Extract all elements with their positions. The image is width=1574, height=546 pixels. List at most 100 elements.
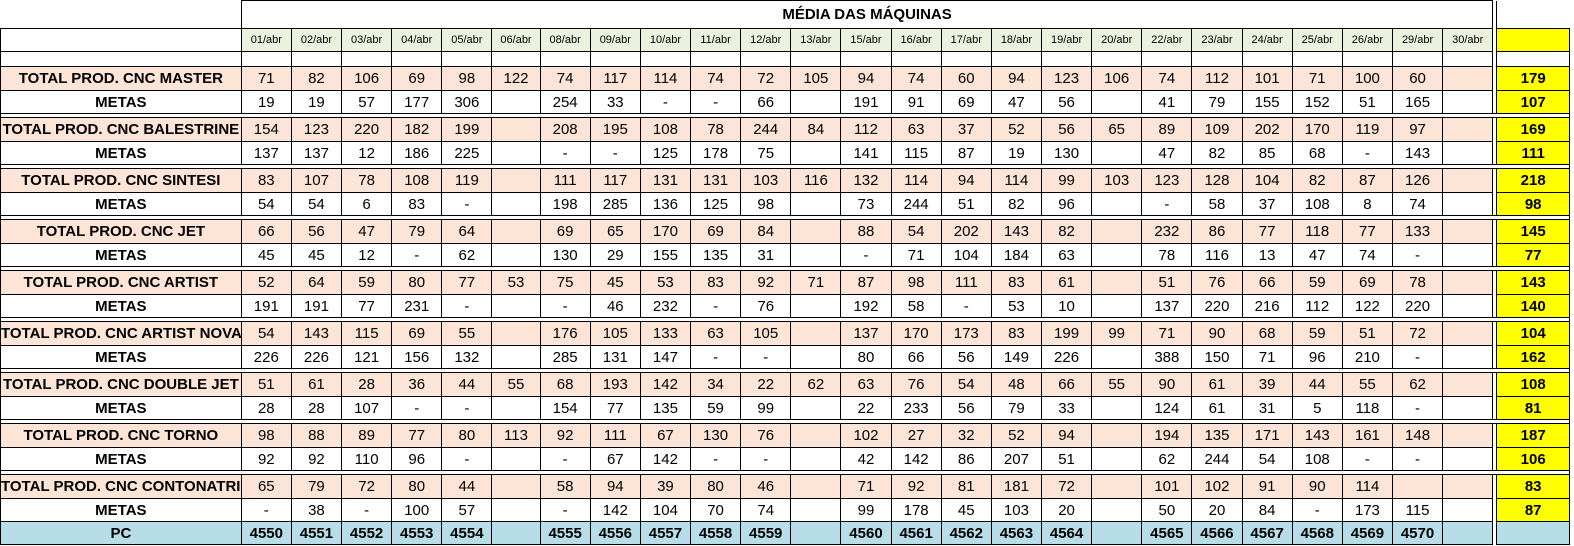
- metas-average[interactable]: 81: [1496, 396, 1570, 420]
- production-cell[interactable]: 89: [341, 423, 393, 448]
- production-cell[interactable]: 91: [1241, 474, 1293, 499]
- production-cell[interactable]: 78: [1391, 270, 1444, 295]
- metas-cell[interactable]: -: [689, 345, 742, 369]
- metas-cell[interactable]: 85: [1241, 141, 1293, 165]
- production-cell[interactable]: 64: [441, 219, 493, 244]
- production-cell[interactable]: 114: [639, 66, 692, 91]
- production-cell[interactable]: 94: [840, 66, 892, 91]
- production-cell[interactable]: 63: [840, 372, 892, 397]
- metas-cell[interactable]: 116: [1191, 243, 1243, 267]
- metas-cell[interactable]: [1442, 294, 1494, 318]
- production-cell[interactable]: 104: [1241, 168, 1293, 193]
- date-header-cell[interactable]: 04/abr: [391, 28, 443, 52]
- production-cell[interactable]: 51: [1341, 321, 1393, 346]
- production-cell[interactable]: 89: [1141, 117, 1193, 142]
- production-cell[interactable]: 90: [1191, 321, 1243, 346]
- date-header-cell[interactable]: 10/abr: [639, 28, 692, 52]
- production-cell[interactable]: 111: [589, 423, 641, 448]
- metas-cell[interactable]: [491, 396, 541, 420]
- metas-cell[interactable]: -: [1391, 447, 1444, 471]
- metas-cell[interactable]: -: [1341, 141, 1393, 165]
- production-cell[interactable]: 105: [790, 66, 842, 91]
- production-cell[interactable]: 84: [790, 117, 842, 142]
- metas-cell[interactable]: 142: [589, 498, 641, 522]
- metas-cell[interactable]: 74: [1391, 192, 1444, 216]
- metas-cell[interactable]: 173: [1341, 498, 1393, 522]
- production-cell[interactable]: 118: [1291, 219, 1343, 244]
- metas-cell[interactable]: 47: [1291, 243, 1343, 267]
- production-cell[interactable]: 182: [391, 117, 443, 142]
- metas-cell[interactable]: 22: [840, 396, 892, 420]
- metas-cell[interactable]: 51: [1040, 447, 1093, 471]
- metas-cell[interactable]: 231: [391, 294, 443, 318]
- production-cell[interactable]: 101: [1141, 474, 1193, 499]
- metas-cell[interactable]: -: [940, 294, 992, 318]
- production-cell[interactable]: 64: [290, 270, 343, 295]
- date-header-cell[interactable]: 19/abr: [1040, 28, 1093, 52]
- metas-cell[interactable]: 47: [1141, 141, 1193, 165]
- metas-cell[interactable]: 130: [539, 243, 591, 267]
- production-average[interactable]: 83: [1496, 474, 1570, 499]
- metas-cell[interactable]: -: [441, 447, 493, 471]
- metas-cell[interactable]: 19: [990, 141, 1042, 165]
- production-cell[interactable]: 133: [639, 321, 692, 346]
- metas-cell[interactable]: 79: [1191, 90, 1243, 114]
- metas-cell[interactable]: 67: [589, 447, 641, 471]
- production-cell[interactable]: 114: [890, 168, 942, 193]
- date-header-cell[interactable]: 30/abr: [1442, 28, 1494, 52]
- production-cell[interactable]: 143: [1291, 423, 1343, 448]
- production-cell[interactable]: 51: [240, 372, 292, 397]
- production-cell[interactable]: 100: [1341, 66, 1393, 91]
- metas-cell[interactable]: 53: [990, 294, 1042, 318]
- production-cell[interactable]: 59: [1291, 321, 1343, 346]
- date-header-cell[interactable]: 12/abr: [740, 28, 792, 52]
- production-cell[interactable]: 199: [1040, 321, 1093, 346]
- metas-average[interactable]: 98: [1496, 192, 1570, 216]
- metas-cell[interactable]: 56: [940, 345, 992, 369]
- production-cell[interactable]: 170: [1291, 117, 1343, 142]
- metas-cell[interactable]: -: [840, 243, 892, 267]
- production-cell[interactable]: 77: [441, 270, 493, 295]
- metas-cell[interactable]: 74: [740, 498, 792, 522]
- metas-cell[interactable]: 84: [1241, 498, 1293, 522]
- metas-cell[interactable]: 285: [589, 192, 641, 216]
- production-cell[interactable]: 51: [1141, 270, 1193, 295]
- production-cell[interactable]: 56: [1040, 117, 1093, 142]
- pc-cell[interactable]: 4561: [890, 521, 942, 545]
- production-cell[interactable]: 79: [290, 474, 343, 499]
- production-cell[interactable]: 111: [539, 168, 591, 193]
- metas-cell[interactable]: 108: [1291, 447, 1343, 471]
- metas-cell[interactable]: -: [1391, 243, 1444, 267]
- production-cell[interactable]: 80: [391, 474, 443, 499]
- production-cell[interactable]: 90: [1291, 474, 1343, 499]
- metas-cell[interactable]: -: [589, 141, 641, 165]
- metas-cell[interactable]: 37: [1241, 192, 1293, 216]
- production-cell[interactable]: [790, 423, 842, 448]
- production-cell[interactable]: 78: [689, 117, 742, 142]
- metas-cell[interactable]: [790, 192, 842, 216]
- date-header-cell[interactable]: 25/abr: [1291, 28, 1343, 52]
- production-cell[interactable]: [1091, 270, 1143, 295]
- pc-cell[interactable]: 4560: [840, 521, 892, 545]
- metas-cell[interactable]: 45: [240, 243, 292, 267]
- production-cell[interactable]: [1091, 423, 1143, 448]
- production-cell[interactable]: 71: [240, 66, 292, 91]
- metas-cell[interactable]: [1091, 243, 1143, 267]
- metas-cell[interactable]: 57: [341, 90, 393, 114]
- production-cell[interactable]: 105: [589, 321, 641, 346]
- metas-cell[interactable]: 149: [990, 345, 1042, 369]
- metas-cell[interactable]: 33: [1040, 396, 1093, 420]
- metas-cell[interactable]: [1091, 345, 1143, 369]
- production-cell[interactable]: [790, 219, 842, 244]
- metas-cell[interactable]: [1091, 396, 1143, 420]
- metas-cell[interactable]: [790, 90, 842, 114]
- production-cell[interactable]: 60: [940, 66, 992, 91]
- date-header-cell[interactable]: 01/abr: [240, 28, 292, 52]
- date-header-cell[interactable]: 13/abr: [790, 28, 842, 52]
- metas-cell[interactable]: 66: [740, 90, 792, 114]
- pc-cell[interactable]: 4569: [1341, 521, 1393, 545]
- production-cell[interactable]: 98: [240, 423, 292, 448]
- metas-cell[interactable]: 62: [441, 243, 493, 267]
- production-cell[interactable]: 44: [441, 372, 493, 397]
- metas-cell[interactable]: 152: [1291, 90, 1343, 114]
